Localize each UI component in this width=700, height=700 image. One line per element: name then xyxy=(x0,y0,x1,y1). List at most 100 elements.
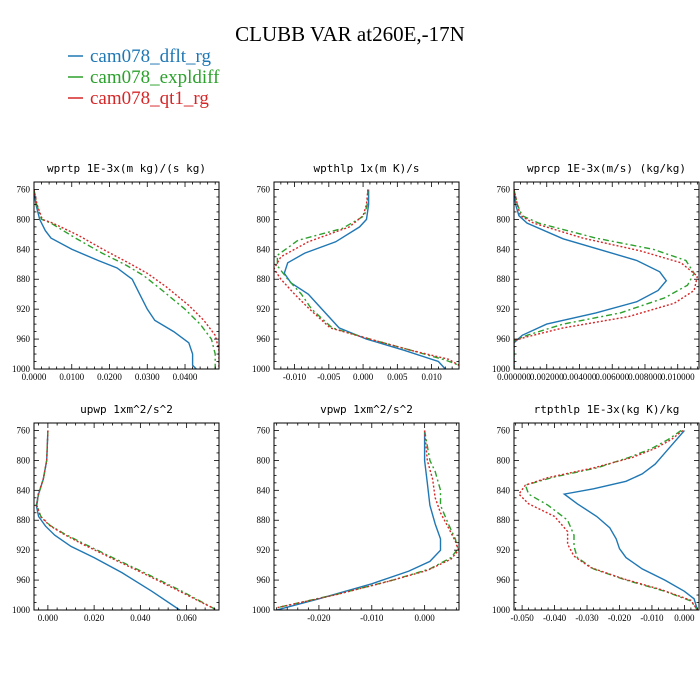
panel-1-series-1 xyxy=(276,189,459,366)
panel-4-ytick-label: 920 xyxy=(257,545,271,555)
panel-5-ytick-label: 1000 xyxy=(492,605,511,615)
panel-3-xtick-label: 0.040 xyxy=(130,613,151,623)
panel-2-ytick-label: 880 xyxy=(497,274,511,284)
panel-3-series-2 xyxy=(36,430,218,610)
panel-4-series-1 xyxy=(276,430,459,609)
panel-0-ytick-label: 920 xyxy=(17,304,31,314)
legend: cam078_dflt_rgcam078_expldiffcam078_qt1_… xyxy=(68,46,220,109)
panel-4-xtick-label: 0.000 xyxy=(415,613,436,623)
panel-5-ytick-label: 840 xyxy=(497,485,511,495)
panel-0-xtick-label: 0.0400 xyxy=(173,372,198,382)
panel-0-xtick-label: 0.0000 xyxy=(22,372,47,382)
panel-2-series-1 xyxy=(514,189,695,369)
panel-2-frame xyxy=(513,181,700,370)
panel-2-ytick-label: 920 xyxy=(497,304,511,314)
panel-1-xtick-label: 0.005 xyxy=(387,372,408,382)
panel-5-xtick-label: -0.020 xyxy=(608,613,632,623)
panel-1: wpthlp 1x(m K)/s 760 800 840 880 920 960 1000 -0… xyxy=(252,162,460,382)
panel-3-ytick-label: 800 xyxy=(17,455,31,465)
panel-5-series-2 xyxy=(517,429,698,610)
panel-4-ytick-label: 760 xyxy=(257,425,271,435)
panel-2-xtick-label: 0.010000 xyxy=(661,372,695,382)
panel-5-xtick-label: 0.000 xyxy=(674,613,695,623)
panel-3-ytick-label: 840 xyxy=(17,485,31,495)
panel-0-frame xyxy=(33,181,220,370)
panel-5-series-1 xyxy=(524,429,698,610)
panel-0-xtick-label: 0.0300 xyxy=(135,372,160,382)
panel-0-ytick-label: 800 xyxy=(17,214,31,224)
panel-5-ytick-label: 800 xyxy=(497,455,511,465)
panel-0-ytick-label: 1000 xyxy=(12,364,31,374)
panel-5-xtick-label: -0.040 xyxy=(543,613,567,623)
panel-2-series-2 xyxy=(514,189,699,369)
legend-label-2: cam078_qt1_rg xyxy=(90,88,209,109)
panel-0-series-0 xyxy=(34,189,197,369)
panel-1-xtick-label: -0.010 xyxy=(283,372,307,382)
legend-label-0: cam078_dflt_rg xyxy=(90,46,212,67)
panel-5-xtick-label: -0.050 xyxy=(510,613,534,623)
panel-2-xtick-label: 0.000000 xyxy=(497,372,531,382)
panels: wprtp 1E-3x(m kg)/(s kg) 760 800 840 880 920 9… xyxy=(12,162,700,623)
panel-3-xtick-label: 0.000 xyxy=(38,613,59,623)
panel-2-ytick-label: 760 xyxy=(497,184,511,194)
panel-1-series-2 xyxy=(274,189,459,366)
panel-1-frame xyxy=(273,181,460,370)
panel-3-series-1 xyxy=(36,430,218,610)
panel-3-ytick-label: 1000 xyxy=(12,605,31,615)
panel-3-frame xyxy=(33,422,220,611)
panel-1-ytick-label: 920 xyxy=(257,304,271,314)
panel-4-series-0 xyxy=(276,430,442,610)
panel-2-xtick-label: 0.002000 xyxy=(530,372,564,382)
panel-5-ytick-label: 760 xyxy=(497,425,511,435)
panel-4-series-2 xyxy=(276,430,459,609)
panel-2-ytick-label: 840 xyxy=(497,244,511,254)
panel-4-ytick-label: 800 xyxy=(257,455,271,465)
panel-3-ytick-label: 920 xyxy=(17,545,31,555)
panel-4-ytick-label: 1000 xyxy=(252,605,271,615)
panel-4-xtick-label: -0.010 xyxy=(360,613,384,623)
panel-3-ytick-label: 960 xyxy=(17,575,31,585)
panel-5-xtick-label: -0.010 xyxy=(640,613,664,623)
panel-2-ytick-label: 800 xyxy=(497,214,511,224)
panel-0-ytick-label: 880 xyxy=(17,274,31,284)
panel-2-xtick-label: 0.006000 xyxy=(595,372,629,382)
panel-3: upwp 1xm^2/s^2 760 800 840 880 920 960 1000 0.00… xyxy=(12,403,220,623)
panel-4-ytick-label: 840 xyxy=(257,485,271,495)
panel-0-xtick-label: 0.0100 xyxy=(59,372,84,382)
panel-5: rtpthlp 1E-3x(kg K)/kg 760 800 840 880 920 960… xyxy=(492,403,700,623)
panel-1-xtick-label: -0.005 xyxy=(317,372,341,382)
panel-3-ytick-label: 760 xyxy=(17,425,31,435)
panel-1-ytick-label: 760 xyxy=(257,184,271,194)
panel-0-title: wprtp 1E-3x(m kg)/(s kg) xyxy=(47,162,206,175)
panel-1-title: wpthlp 1x(m K)/s xyxy=(314,162,420,175)
panel-4-ytick-label: 960 xyxy=(257,575,271,585)
panel-4: vpwp 1xm^2/s^2 760 800 840 880 920 960 1000 -0.0… xyxy=(252,403,460,623)
panel-2-title: wprcp 1E-3x(m/s) (kg/kg) xyxy=(527,162,686,175)
panel-4-frame xyxy=(273,422,460,611)
panel-5-ytick-label: 960 xyxy=(497,575,511,585)
panel-3-series-0 xyxy=(35,430,181,610)
panel-1-ytick-label: 840 xyxy=(257,244,271,254)
legend-label-1: cam078_expldiff xyxy=(90,67,220,88)
panel-3-xtick-label: 0.060 xyxy=(177,613,198,623)
panel-1-series-0 xyxy=(283,189,446,369)
panel-2-xtick-label: 0.008000 xyxy=(628,372,662,382)
panel-2-xtick-label: 0.004000 xyxy=(563,372,597,382)
figure-title: CLUBB VAR at260E,-17N xyxy=(235,22,465,46)
panel-4-xtick-label: -0.020 xyxy=(307,613,331,623)
panel-0-ytick-label: 760 xyxy=(17,184,31,194)
panel-0: wprtp 1E-3x(m kg)/(s kg) 760 800 840 880 920 9… xyxy=(12,162,220,382)
panel-3-xtick-label: 0.020 xyxy=(84,613,105,623)
panel-3-title: upwp 1xm^2/s^2 xyxy=(80,403,173,416)
panel-0-ytick-label: 960 xyxy=(17,334,31,344)
panel-2-ytick-label: 960 xyxy=(497,334,511,344)
panel-2: wprcp 1E-3x(m/s) (kg/kg) 760 800 840 880 920 9… xyxy=(492,162,700,382)
panel-5-ytick-label: 880 xyxy=(497,515,511,525)
panel-1-ytick-label: 1000 xyxy=(252,364,271,374)
panel-4-ytick-label: 880 xyxy=(257,515,271,525)
panel-0-series-2 xyxy=(34,189,219,369)
panel-5-xtick-label: -0.030 xyxy=(575,613,599,623)
panel-2-series-0 xyxy=(514,189,668,369)
panel-1-xtick-label: 0.000 xyxy=(353,372,374,382)
